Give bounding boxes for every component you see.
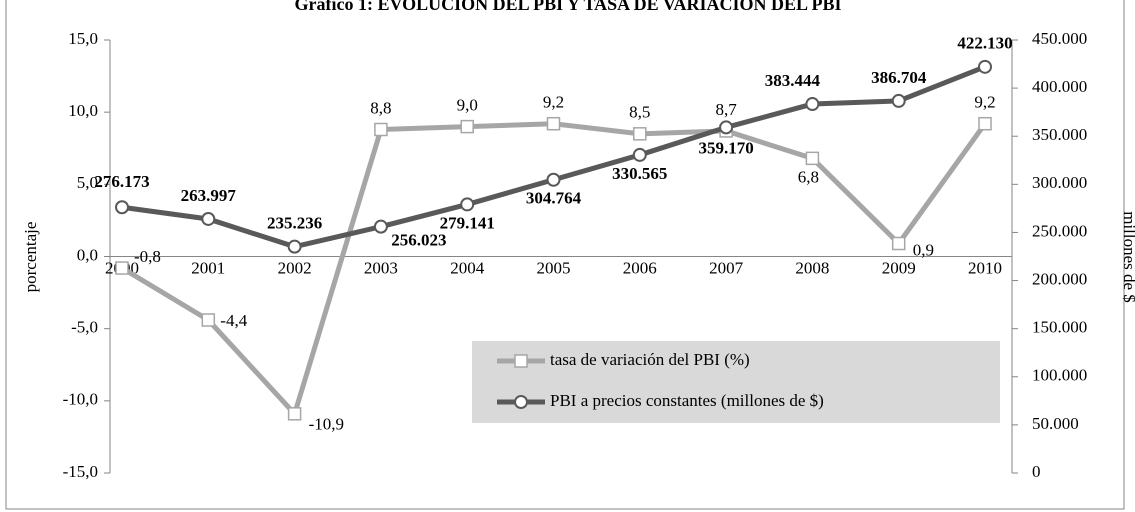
data-label: 330.565: [612, 164, 667, 183]
y-tick-label: 5,0: [77, 173, 98, 192]
data-point: [978, 59, 992, 74]
y2-tick-label: 400.000: [1032, 77, 1087, 96]
data-point: [633, 127, 647, 141]
data-label: 304.764: [526, 189, 582, 208]
x-tick-label: 2005: [537, 258, 571, 277]
legend-label: tasa de variación del PBI (%): [550, 350, 750, 369]
data-label: 359.170: [698, 138, 753, 157]
data-point: [460, 119, 474, 134]
data-point: [287, 239, 302, 254]
data-label: 386.704: [871, 68, 927, 87]
y-tick-label: 0,0: [77, 245, 98, 264]
data-label: 9,2: [543, 93, 564, 112]
x-tick-label: 2010: [968, 258, 1002, 277]
legend-box: [472, 341, 1000, 423]
y2-tick-label: 300.000: [1032, 173, 1087, 192]
data-point: [373, 219, 388, 234]
data-label: 8,7: [715, 100, 737, 119]
y-tick-label: -15,0: [63, 462, 98, 481]
data-label: 235.236: [267, 214, 322, 233]
y2-tick-label: 50.000: [1032, 414, 1079, 433]
y-axis-label: porcentaje: [21, 222, 40, 293]
data-label: 0,9: [913, 240, 934, 259]
data-point: [719, 120, 734, 135]
y-tick-label: -10,0: [63, 390, 98, 409]
y2-tick-label: 200.000: [1032, 269, 1087, 288]
legend-marker: [514, 354, 528, 368]
data-label: -4,4: [220, 311, 247, 330]
x-tick-label: 2008: [795, 258, 829, 277]
x-tick-label: 2004: [450, 258, 485, 277]
x-tick-label: 2009: [882, 258, 916, 277]
data-label: 279.141: [440, 213, 495, 232]
data-point: [115, 200, 129, 215]
y2-tick-label: 250.000: [1032, 221, 1087, 240]
y2-tick-label: 0: [1032, 462, 1041, 481]
x-tick-label: 2006: [623, 258, 657, 277]
data-point: [201, 313, 216, 327]
y-tick-label: -5,0: [71, 318, 98, 337]
data-label: -10,9: [309, 415, 344, 434]
data-label: 8,5: [629, 103, 650, 122]
data-point: [374, 122, 388, 137]
x-tick-label: 2007: [709, 258, 744, 277]
y2-tick-label: 450.000: [1032, 29, 1087, 48]
x-tick-label: 2001: [191, 258, 225, 277]
data-label: 263.997: [181, 186, 237, 205]
data-point: [201, 211, 216, 226]
y2-tick-label: 100.000: [1032, 366, 1087, 385]
chart-title: Gráfico 1: EVOLUCIÓN DEL PBI Y TASA DE V…: [294, 0, 841, 14]
data-point: [632, 147, 647, 162]
x-tick-label: 2002: [278, 258, 312, 277]
data-point: [891, 93, 906, 108]
y-tick-label: 10,0: [68, 101, 98, 120]
data-point: [460, 197, 475, 212]
data-label: 276.173: [94, 172, 149, 191]
data-label: 8,8: [370, 98, 391, 117]
y2-tick-label: 350.000: [1032, 125, 1087, 144]
data-point: [115, 261, 129, 275]
data-point: [978, 116, 992, 131]
legend-marker: [514, 395, 528, 409]
y2-tick-label: 150.000: [1032, 318, 1087, 337]
data-label: -0,8: [134, 247, 161, 266]
data-label: 9,0: [457, 96, 478, 115]
data-label: 9,2: [974, 93, 995, 112]
data-point: [891, 236, 906, 251]
data-point: [287, 407, 302, 421]
y2-axis-label: millones de $: [1120, 211, 1135, 303]
data-point: [805, 97, 820, 112]
x-tick-label: 2003: [364, 258, 398, 277]
data-point: [546, 116, 561, 131]
data-label: 422.130: [957, 34, 1012, 53]
data-point: [805, 151, 820, 166]
y-tick-label: 15,0: [68, 29, 98, 48]
data-label: 6,8: [798, 167, 819, 186]
data-point: [546, 172, 561, 187]
legend-label: PBI a precios constantes (millones de $): [550, 391, 824, 410]
data-label: 256.023: [391, 231, 446, 250]
data-label: 383.444: [765, 71, 821, 90]
